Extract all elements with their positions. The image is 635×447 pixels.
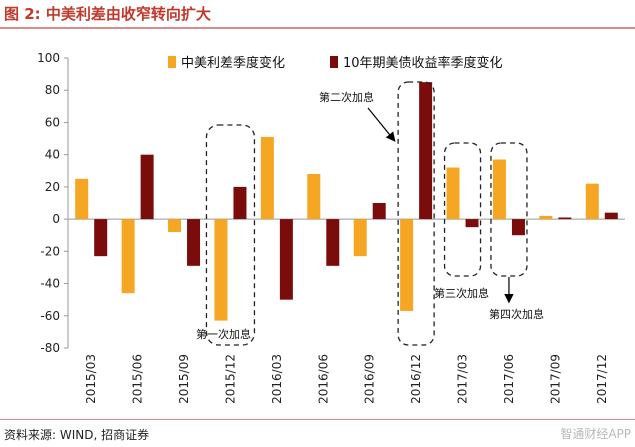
footer-divider — [0, 419, 635, 420]
treasury-bar — [326, 219, 340, 266]
spread-bar — [214, 219, 228, 321]
x-tick-label: 2016/12 — [409, 354, 423, 404]
figure-title: 图 2: 中美利差由收窄转向扩大 — [4, 5, 211, 23]
x-tick-label: 2015/06 — [131, 354, 145, 404]
x-tick-label: 2017/06 — [502, 354, 516, 404]
y-tick-label: -80 — [40, 341, 60, 355]
x-tick-label: 2015/09 — [177, 354, 191, 404]
treasury-bar — [372, 203, 386, 220]
y-tick-label: -20 — [40, 244, 60, 258]
spread-bar — [446, 167, 460, 220]
x-tick-label: 2016/06 — [316, 354, 330, 404]
spread-bar — [539, 215, 553, 220]
y-tick-label: 40 — [45, 148, 60, 162]
rate-hike-label: 第三次加息 — [434, 286, 489, 300]
treasury-bar — [604, 212, 618, 220]
source-note: 资料来源: WIND, 招商证券 — [4, 428, 150, 442]
treasury-bar — [558, 217, 572, 220]
legend-label: 10年期美债收益率季度变化 — [343, 55, 503, 71]
y-tick-label: -60 — [40, 309, 60, 323]
spread-bar — [585, 183, 599, 220]
y-tick-label: 80 — [45, 83, 60, 97]
spread-bar — [492, 159, 506, 220]
spread-bar — [400, 219, 414, 311]
treasury-bar — [140, 154, 154, 220]
spread-bar — [353, 219, 367, 257]
x-tick-label: 2016/09 — [363, 354, 377, 404]
x-tick-label: 2017/12 — [595, 354, 609, 404]
spread-bar — [121, 219, 135, 294]
x-tick-label: 2017/03 — [456, 354, 470, 404]
y-tick-label: 0 — [52, 212, 60, 226]
rate-hike-highlight-box — [205, 124, 256, 346]
legend-swatch — [330, 56, 338, 68]
spread-bar — [307, 174, 321, 220]
spread-bar — [75, 178, 89, 220]
x-tick-label: 2017/09 — [548, 354, 562, 404]
x-tick-label: 2015/12 — [223, 354, 237, 404]
y-tick-label: 60 — [45, 115, 60, 129]
spread-bar — [168, 219, 182, 232]
spread-bar — [260, 136, 274, 220]
y-tick-label: -40 — [40, 277, 60, 291]
treasury-bar — [465, 219, 479, 228]
rate-hike-label: 第一次加息 — [196, 327, 251, 341]
legend-swatch — [168, 56, 176, 68]
rate-hike-label: 第四次加息 — [489, 307, 544, 321]
treasury-bar — [511, 219, 525, 236]
rate-hike-highlight-box — [397, 81, 435, 346]
watermark: 智通财经APP — [560, 427, 631, 441]
treasury-bar — [187, 219, 201, 266]
y-tick-label: 100 — [37, 51, 60, 65]
x-tick-label: 2015/03 — [84, 354, 98, 404]
title-divider — [0, 27, 635, 29]
treasury-bar — [419, 82, 433, 220]
y-tick-label: 20 — [45, 180, 60, 194]
treasury-bar — [94, 219, 108, 257]
rate-hike-label: 第二次加息 — [319, 90, 374, 104]
treasury-bar — [233, 186, 247, 220]
treasury-bar — [279, 219, 293, 300]
legend-label: 中美利差季度变化 — [181, 55, 285, 71]
annotation-arrow — [367, 107, 396, 142]
x-tick-label: 2016/03 — [270, 354, 284, 404]
